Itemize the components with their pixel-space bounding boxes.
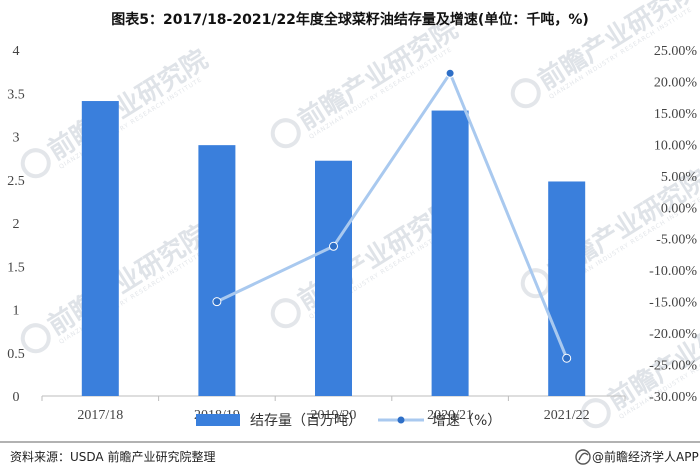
x-tick-label: 2020/21: [427, 408, 473, 423]
legend-marker-line: [397, 416, 405, 424]
bar: [198, 145, 236, 396]
qianzhan-watermark-icon: [270, 298, 301, 329]
legend: 结存量（百万吨） 增速（%）: [196, 413, 501, 429]
legend-label-bar: 结存量（百万吨）: [250, 413, 362, 429]
right-tick-label: 15.00%: [654, 107, 698, 122]
right-tick-label: -5.00%: [656, 233, 697, 248]
line-path: [216, 71, 569, 359]
footer-brand: @前瞻经济学人APP: [592, 449, 699, 464]
watermark-text: 前瞻产业研究院: [43, 219, 214, 342]
left-tick-label: 3.5: [7, 87, 25, 102]
left-tick-label: 1: [13, 304, 20, 319]
line-series: [212, 68, 572, 363]
right-tick-label: 25.00%: [654, 44, 698, 59]
bar: [431, 110, 469, 397]
bar: [81, 101, 119, 396]
qianzhan-logo-icon: [575, 449, 591, 465]
legend-label-line: 增速（%）: [432, 413, 501, 429]
right-tick-label: 0.00%: [661, 201, 698, 216]
qianzhan-watermark-icon: [580, 398, 611, 429]
line-point: [562, 353, 572, 363]
qianzhan-watermark-icon: [270, 118, 301, 149]
x-tick-label: 2019/20: [311, 408, 357, 423]
bar: [548, 181, 586, 396]
left-tick-label: 2: [13, 217, 20, 232]
right-tick-label: -10.00%: [649, 264, 697, 279]
qianzhan-watermark-icon: [520, 268, 551, 299]
left-tick-label: 2.5: [7, 174, 25, 189]
qianzhan-watermark-icon: [510, 78, 541, 109]
legend-swatch-bar: [196, 414, 240, 426]
right-tick-label: -20.00%: [649, 327, 697, 342]
line-point: [445, 68, 455, 78]
right-tick-label: -25.00%: [649, 359, 697, 374]
left-tick-label: 4: [13, 44, 20, 59]
right-tick-label: -15.00%: [649, 296, 697, 311]
line-point: [329, 241, 338, 251]
left-tick-label: 3: [13, 131, 20, 146]
left-tick-label: 0.5: [7, 347, 25, 362]
left-tick-label: 0: [13, 390, 20, 405]
left-axis: 0 0.5 1 1.5 2 2.5 3 3.5 4: [7, 44, 25, 405]
left-tick-label: 1.5: [7, 260, 25, 275]
qianzhan-watermark-icon: [20, 323, 51, 354]
right-tick-label: 10.00%: [654, 138, 698, 153]
x-tick-label: 2017/18: [77, 408, 123, 423]
right-tick-label: -30.00%: [649, 390, 697, 405]
right-tick-label: 5.00%: [661, 170, 698, 185]
bar: [315, 160, 352, 396]
watermark-text: 前瞻产业研究院: [43, 44, 214, 167]
right-tick-label: 20.00%: [654, 75, 698, 90]
line-point: [212, 297, 222, 307]
x-tick-label: 2021/22: [544, 408, 590, 423]
right-axis: -30.00% -25.00% -20.00% -15.00% -10.00% -5.00…: [649, 44, 697, 405]
qianzhan-watermark-icon: [20, 148, 51, 179]
chart-title: 图表5：2017/18-2021/22年度全球菜籽油结存量及增速(单位：千吨，%…: [111, 11, 589, 28]
footer-source: 资料来源：USDA 前瞻产业研究院整理: [10, 449, 215, 464]
